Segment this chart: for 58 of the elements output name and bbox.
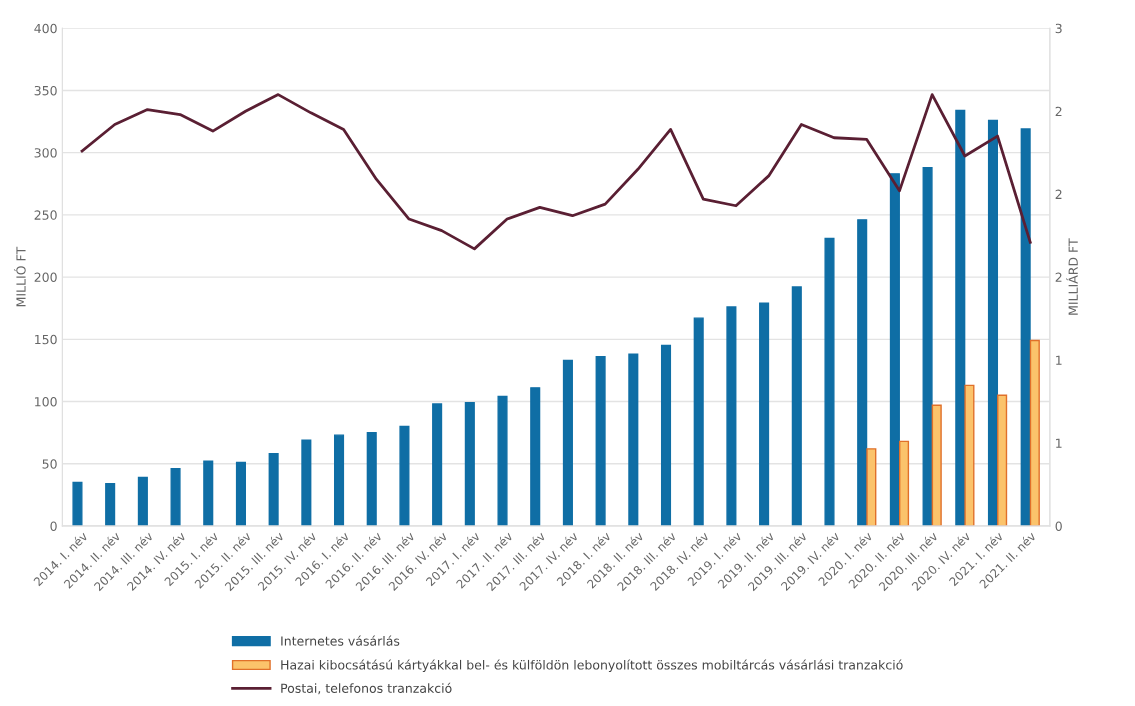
legend-label: Internetes vásárlás: [281, 635, 400, 646]
bar: [235, 461, 246, 526]
bar: [301, 439, 312, 526]
bar: [857, 219, 868, 526]
line-series: [80, 93, 1032, 251]
legend-label: Hazai kibocsátású kártyákkal bel- és külföldön lebonyolított összes mobiltárcás vásárlási tranzakció: [281, 659, 903, 673]
y-tick-label: 300: [34, 148, 57, 158]
bar: [1029, 339, 1040, 526]
bar: [964, 384, 975, 526]
bar: [987, 119, 999, 526]
bar: [997, 394, 1008, 526]
bar: [889, 173, 900, 526]
bar: [759, 302, 770, 526]
bar: [693, 317, 704, 526]
bar: [464, 402, 475, 526]
y2-tick-label: 1: [1056, 438, 1062, 448]
bar: [497, 395, 508, 526]
y2-tick-label: 1: [1056, 355, 1062, 365]
y-tick-label: 200: [34, 272, 57, 283]
bar: [1020, 128, 1031, 526]
bar: [660, 344, 672, 526]
y2-tick-label: 2: [1055, 272, 1062, 282]
y-tick-label: 400: [34, 23, 57, 34]
bar: [899, 440, 910, 526]
bar: [137, 476, 148, 526]
legend-label: Postai, telefonos tranzakció: [281, 682, 452, 695]
bar: [595, 356, 606, 526]
bar: [931, 404, 942, 526]
bar: [399, 425, 410, 526]
y-tick-label: 350: [34, 85, 57, 96]
bar: [824, 237, 835, 526]
bar: [268, 453, 279, 526]
bar: [922, 166, 933, 526]
bar: [432, 403, 443, 526]
y-tick-label: 0: [50, 521, 57, 531]
bar: [866, 448, 877, 526]
y-axis-title: MILLIÓ FT: [13, 246, 26, 307]
y-tick-label: 250: [34, 210, 57, 220]
y2-axis-title: MILLIÁRD FT: [1066, 238, 1078, 315]
bar: [628, 353, 639, 526]
bar: [366, 431, 377, 526]
y2-tick-label: 2: [1055, 106, 1062, 116]
bar: [955, 109, 966, 526]
bar: [333, 434, 345, 526]
bar: [562, 359, 573, 526]
y2-tick-label: 2: [1055, 189, 1062, 199]
bar: [203, 460, 214, 526]
bar: [726, 306, 737, 526]
bar: [72, 481, 83, 526]
y-tick-label: 100: [35, 397, 57, 407]
y-tick-label: 50: [42, 459, 57, 469]
bar: [530, 387, 541, 526]
bar: [105, 482, 116, 526]
y-tick-label: 150: [35, 334, 57, 345]
bar: [791, 286, 802, 526]
bar: [170, 468, 181, 526]
y2-tick-label: 0: [1055, 521, 1062, 531]
y2-tick-label: 3: [1055, 23, 1062, 34]
